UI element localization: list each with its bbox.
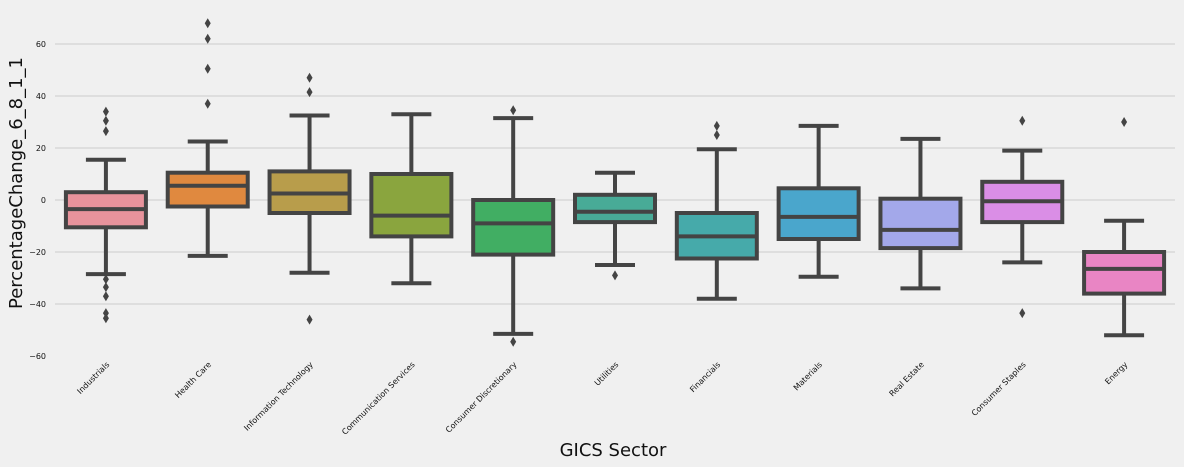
- x-tick-label: Communication Services: [340, 360, 417, 437]
- iqr-box: [471, 198, 556, 257]
- x-tick-label: Health Care: [173, 360, 213, 400]
- box-communication-services: [369, 112, 454, 286]
- x-tick-label: Utilities: [593, 360, 621, 388]
- outlier-point: [306, 72, 313, 83]
- x-tick-label: Consumer Discretionary: [444, 360, 519, 435]
- outlier-point: [713, 130, 720, 140]
- outlier-point: [1121, 117, 1128, 127]
- outlier-point: [204, 98, 211, 109]
- box-series: [63, 18, 1167, 347]
- box-information-technology: [267, 72, 352, 325]
- outlier-point: [102, 115, 109, 126]
- outlier-point: [306, 314, 313, 325]
- x-axis-label: GICS Sector: [560, 440, 667, 461]
- outlier-point: [102, 274, 109, 285]
- box-consumer-staples: [980, 115, 1065, 319]
- outlier-point: [102, 282, 109, 293]
- outlier-point: [204, 18, 211, 29]
- box-consumer-discretionary: [471, 105, 556, 347]
- y-tick-label: 40: [36, 92, 46, 101]
- y-tick-label: −40: [29, 300, 46, 309]
- x-tick-label: Consumer Staples: [970, 360, 1028, 418]
- box-energy: [1082, 117, 1167, 338]
- y-tick-label: −20: [29, 248, 46, 257]
- y-tick-label: 60: [36, 40, 46, 49]
- iqr-box: [573, 192, 657, 225]
- outlier-point: [713, 120, 720, 131]
- x-tick-label: Real Estate: [888, 360, 926, 398]
- x-tick-label: Materials: [792, 360, 824, 392]
- iqr-box: [165, 170, 250, 209]
- outlier-point: [102, 308, 109, 319]
- outlier-point: [102, 291, 109, 302]
- outlier-point: [102, 126, 109, 137]
- outlier-point: [204, 33, 211, 44]
- box-financials: [674, 120, 759, 301]
- outlier-point: [510, 336, 517, 347]
- y-tick-label: −60: [29, 352, 46, 361]
- outlier-point: [102, 313, 109, 324]
- iqr-box: [369, 172, 454, 239]
- outlier-point: [1019, 115, 1026, 126]
- y-tick-label: 20: [36, 144, 46, 153]
- box-real-estate: [878, 136, 963, 291]
- outlier-point: [102, 106, 109, 117]
- outlier-point: [306, 87, 313, 98]
- outlier-point: [612, 270, 618, 281]
- y-tick-labels: −60 −40 −20 0 20 40 60: [29, 40, 46, 361]
- iqr-box: [776, 186, 861, 242]
- y-axis-label: PercentageChange_6_8_1_1: [6, 57, 27, 309]
- iqr-box: [878, 196, 963, 251]
- x-tick-label: Information Technology: [242, 360, 315, 433]
- iqr-box: [1082, 250, 1167, 296]
- outlier-point: [204, 63, 211, 74]
- x-tick-label: Industrials: [75, 360, 111, 396]
- x-tick-label: Energy: [1103, 360, 1129, 386]
- x-tick-label: Financials: [688, 360, 722, 394]
- box-industrials: [63, 106, 148, 324]
- box-utilities: [573, 170, 657, 281]
- x-tick-labels: Industrials Health Care Information Techno…: [75, 360, 1129, 437]
- y-tick-label: 0: [41, 196, 46, 205]
- outlier-point: [510, 105, 517, 116]
- box-health-care: [165, 18, 250, 258]
- outlier-point: [1019, 308, 1026, 319]
- box-materials: [776, 123, 861, 279]
